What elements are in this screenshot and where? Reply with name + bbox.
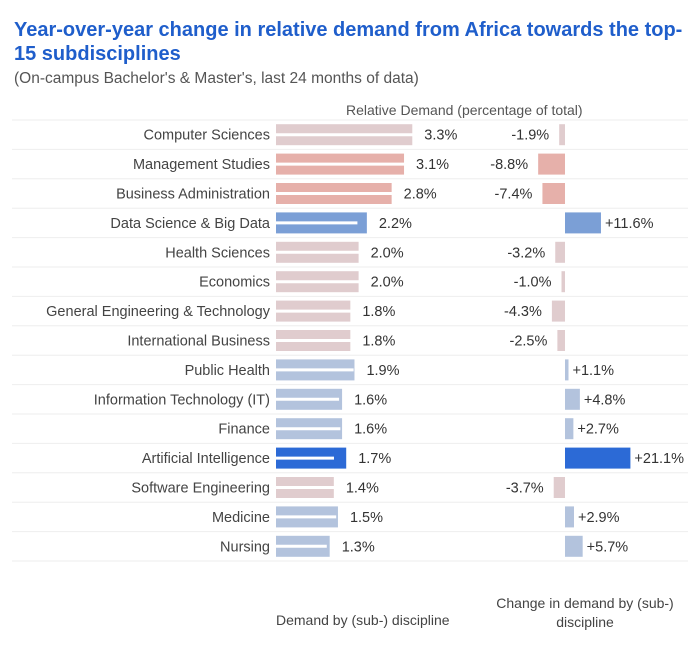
category-label: Business Administration (116, 187, 270, 203)
category-label: Information Technology (IT) (94, 392, 270, 408)
right-axis-label: Change in demand by (sub-) discipline (496, 595, 674, 630)
change-value-label: +5.7% (587, 539, 629, 555)
category-label: Software Engineering (131, 481, 270, 497)
category-label: International Business (127, 334, 270, 350)
category-label: Finance (218, 422, 270, 438)
category-label: Computer Sciences (143, 128, 270, 144)
change-bar (565, 388, 580, 410)
demand-value-label: 2.2% (379, 216, 412, 232)
change-bar (565, 535, 583, 557)
demand-value-label: 1.5% (350, 510, 383, 526)
demand-value-label: 2.0% (371, 245, 404, 261)
demand-value-label: 3.3% (424, 128, 457, 144)
category-label: Data Science & Big Data (110, 216, 271, 232)
change-bar (557, 330, 565, 351)
change-value-label: -1.0% (514, 275, 552, 291)
change-bar (542, 183, 565, 204)
demand-value-label: 1.8% (362, 304, 395, 320)
change-bar (551, 300, 565, 322)
change-bar (565, 506, 574, 528)
change-value-label: +11.6% (605, 216, 654, 232)
demand-value-label: 1.3% (342, 539, 375, 555)
change-value-label: +2.9% (578, 510, 620, 526)
chart-title: Year-over-year change in relative demand… (14, 19, 683, 65)
column-header: Relative Demand (percentage of total) (346, 102, 583, 118)
demand-value-label: 3.1% (416, 157, 449, 173)
change-value-label: -8.8% (490, 157, 528, 173)
change-bar (561, 271, 565, 293)
demand-value-label: 1.8% (362, 334, 395, 350)
change-bar (565, 359, 569, 381)
category-label: Nursing (220, 539, 270, 555)
category-label: Public Health (185, 363, 270, 379)
change-value-label: -4.3% (504, 304, 542, 320)
category-label: General Engineering & Technology (46, 304, 271, 320)
chart-subtitle: (On-campus Bachelor's & Master's, last 2… (14, 70, 419, 87)
left-axis-label: Demand by (sub-) discipline (276, 612, 450, 628)
demand-value-label: 2.0% (371, 275, 404, 291)
change-bar (565, 212, 601, 234)
demand-value-label: 1.6% (354, 422, 387, 438)
category-label: Management Studies (133, 157, 270, 173)
change-value-label: -7.4% (495, 187, 533, 203)
demand-value-label: 1.6% (354, 392, 387, 408)
change-bar (565, 418, 574, 440)
category-label: Medicine (212, 510, 270, 526)
change-bar (565, 447, 631, 469)
category-label: Artificial Intelligence (142, 451, 270, 467)
change-value-label: +4.8% (584, 392, 626, 408)
change-value-label: +1.1% (573, 363, 615, 379)
change-bar (555, 241, 565, 263)
change-value-label: -1.9% (511, 128, 549, 144)
change-bar (559, 124, 565, 146)
change-bar (538, 153, 565, 175)
category-label: Economics (199, 275, 270, 291)
demand-value-label: 1.9% (366, 363, 399, 379)
change-bar (553, 477, 565, 498)
change-value-label: -3.7% (506, 481, 544, 497)
category-label: Health Sciences (165, 245, 270, 261)
change-value-label: +21.1% (634, 451, 684, 467)
demand-value-label: 2.8% (404, 187, 437, 203)
change-value-label: +2.7% (577, 422, 619, 438)
change-value-label: -3.2% (507, 245, 545, 261)
demand-value-label: 1.4% (346, 481, 379, 497)
change-value-label: -2.5% (509, 334, 547, 350)
demand-value-label: 1.7% (358, 451, 391, 467)
